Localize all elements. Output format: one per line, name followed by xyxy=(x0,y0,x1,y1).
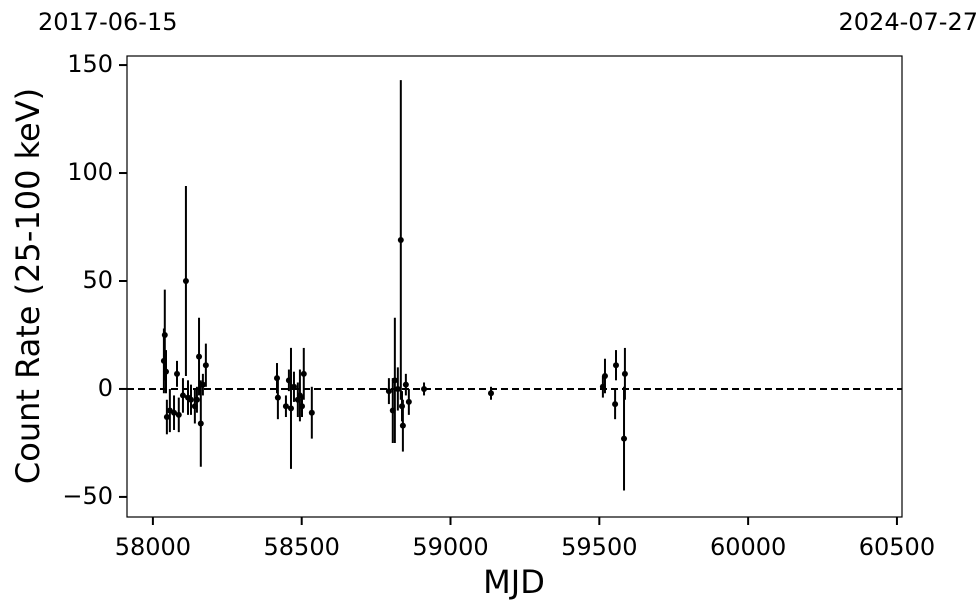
y-tick-label: 100 xyxy=(67,158,113,186)
data-point xyxy=(290,383,297,390)
data-point xyxy=(601,373,608,380)
data-point xyxy=(163,414,170,421)
x-tick-label: 60000 xyxy=(710,533,786,561)
data-point xyxy=(174,370,180,377)
data-point xyxy=(397,236,404,243)
end-date-label: 2024-07-27 xyxy=(839,8,978,36)
data-point xyxy=(282,403,289,410)
data-point xyxy=(612,362,619,369)
x-tick-label: 60500 xyxy=(859,533,935,561)
data-point xyxy=(402,381,409,388)
data-point xyxy=(385,388,392,395)
y-tick-label: −50 xyxy=(62,482,113,510)
x-axis-label: MJD xyxy=(483,563,545,601)
data-point xyxy=(299,403,305,410)
data-point xyxy=(193,396,200,403)
data-point xyxy=(175,411,182,418)
x-tick-label: 59000 xyxy=(412,533,488,561)
start-date-label: 2017-06-15 xyxy=(38,8,177,36)
data-point xyxy=(196,353,203,360)
y-tick-label: 50 xyxy=(82,266,113,294)
data-point xyxy=(421,385,428,392)
data-point xyxy=(612,401,619,408)
x-tick-label: 58500 xyxy=(264,533,340,561)
x-tick-label: 58000 xyxy=(115,533,191,561)
data-point xyxy=(199,381,206,388)
data-point xyxy=(187,396,194,403)
data-point xyxy=(161,331,168,338)
data-point xyxy=(179,392,186,399)
data-point xyxy=(405,398,412,405)
plot-frame xyxy=(126,55,903,518)
data-point xyxy=(300,370,307,377)
data-point xyxy=(182,277,189,284)
y-tick-label: 0 xyxy=(98,374,113,402)
data-point xyxy=(197,420,204,427)
data-point xyxy=(287,405,294,412)
data-point xyxy=(399,422,406,429)
x-tick-label: 59500 xyxy=(561,533,637,561)
data-point xyxy=(171,409,178,416)
data-point xyxy=(621,370,628,377)
data-point xyxy=(487,390,494,397)
data-point xyxy=(391,377,398,384)
data-point xyxy=(394,385,401,392)
data-point xyxy=(308,409,315,416)
data-point xyxy=(274,394,281,401)
y-tick-label: 150 xyxy=(67,50,113,78)
data-point xyxy=(202,362,209,369)
y-axis-label: Count Rate (25-100 keV) xyxy=(9,88,47,484)
data-point xyxy=(621,435,628,442)
data-point xyxy=(162,368,169,375)
